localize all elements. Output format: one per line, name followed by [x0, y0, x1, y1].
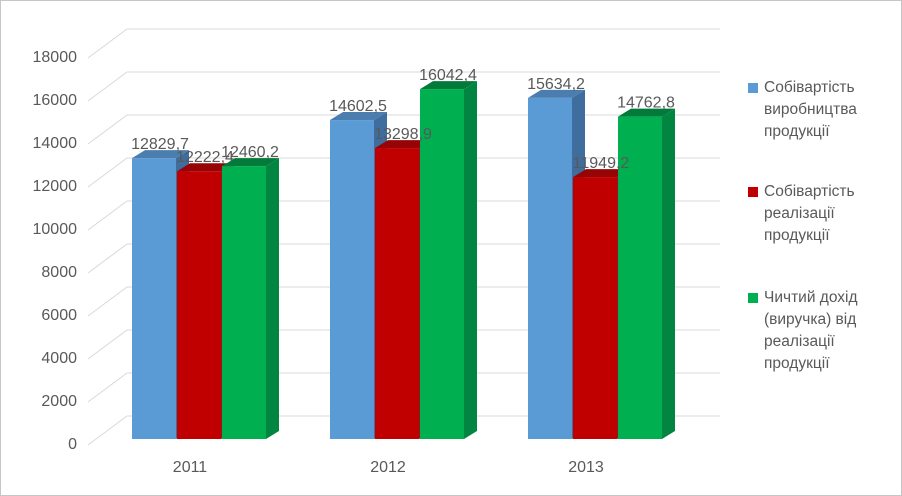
legend-swatch-red-icon — [748, 187, 758, 197]
data-label: 12222,4 — [176, 149, 234, 166]
y-axis-tick — [87, 286, 128, 317]
data-label: 13298,9 — [374, 126, 432, 143]
data-label: 14602,5 — [329, 98, 387, 115]
y-axis-tick — [87, 71, 128, 102]
y-axis-tick — [87, 28, 128, 59]
bar-top-face — [222, 158, 279, 167]
data-label: 14762,8 — [617, 95, 675, 112]
y-axis-tick-label: 18000 — [33, 49, 78, 66]
bar-2011-series-2[interactable] — [222, 166, 266, 439]
bar-2013-series-1[interactable] — [573, 177, 617, 439]
y-axis-tick-label: 2000 — [41, 393, 77, 410]
legend-label: Собівартість виробництва продукції — [764, 79, 857, 140]
legend-item-net-income[interactable]: Чичтий дохід (виручка) від реалізації пр… — [746, 287, 892, 375]
y-axis-tick — [87, 157, 128, 188]
bar-top-face — [132, 150, 189, 159]
y-axis-tick-label: 4000 — [41, 350, 77, 367]
data-label: 11949,2 — [573, 155, 630, 172]
y-axis-tick — [87, 243, 128, 274]
y-axis-tick — [87, 329, 128, 360]
legend-label: Чичтий дохід (виручка) від реалізації пр… — [764, 289, 858, 372]
bar-2012-series-2[interactable] — [420, 89, 464, 439]
x-axis-category-label: 2012 — [370, 459, 406, 476]
bar-side-face — [662, 108, 675, 440]
y-axis-tick-label: 16000 — [33, 92, 78, 109]
y-axis-tick — [87, 114, 128, 145]
legend-swatch-green-icon — [748, 293, 758, 303]
y-axis-tick-label: 8000 — [41, 264, 77, 281]
bar-top-face — [528, 89, 585, 98]
bar-2012-series-1[interactable] — [375, 148, 419, 439]
bar-top-face — [375, 140, 432, 149]
y-axis-tick-label: 0 — [68, 436, 77, 453]
x-axis-category-label: 2013 — [568, 459, 604, 476]
bar-side-face — [464, 81, 477, 439]
legend-item-production-cost[interactable]: Собівартість виробництва продукції — [746, 77, 892, 143]
legend-item-sales-cost[interactable]: Собівартість реалізації продукції — [746, 181, 892, 247]
bar-top-face — [330, 112, 387, 121]
bar-2013-series-2[interactable] — [618, 116, 662, 440]
bar-2013-series-0[interactable] — [528, 97, 572, 440]
bar-2012-series-0[interactable] — [330, 120, 374, 439]
y-axis-tick-label: 12000 — [33, 178, 78, 195]
y-axis-tick — [87, 372, 128, 403]
x-axis-category-label: 2011 — [173, 459, 208, 476]
bar-top-face — [573, 169, 630, 178]
bar-top-face — [618, 108, 675, 117]
bar-top-face — [177, 163, 234, 172]
data-label: 12460,2 — [221, 144, 279, 161]
data-label: 15634,2 — [527, 76, 585, 93]
y-axis-tick — [87, 415, 128, 446]
legend-label: Собівартість реалізації продукції — [764, 183, 855, 244]
y-axis-tick — [87, 200, 128, 231]
data-label: 12829,7 — [131, 136, 189, 153]
y-axis-tick-label: 10000 — [33, 221, 78, 238]
bar-2011-series-1[interactable] — [177, 171, 221, 440]
bar-side-face — [266, 158, 279, 439]
data-label: 16042,4 — [419, 67, 477, 84]
y-axis-tick-label: 6000 — [41, 307, 77, 324]
legend-swatch-blue-icon — [748, 83, 758, 93]
bar-2011-series-0[interactable] — [132, 158, 176, 440]
bar-top-face — [420, 81, 477, 90]
y-axis-tick-label: 14000 — [33, 135, 78, 152]
